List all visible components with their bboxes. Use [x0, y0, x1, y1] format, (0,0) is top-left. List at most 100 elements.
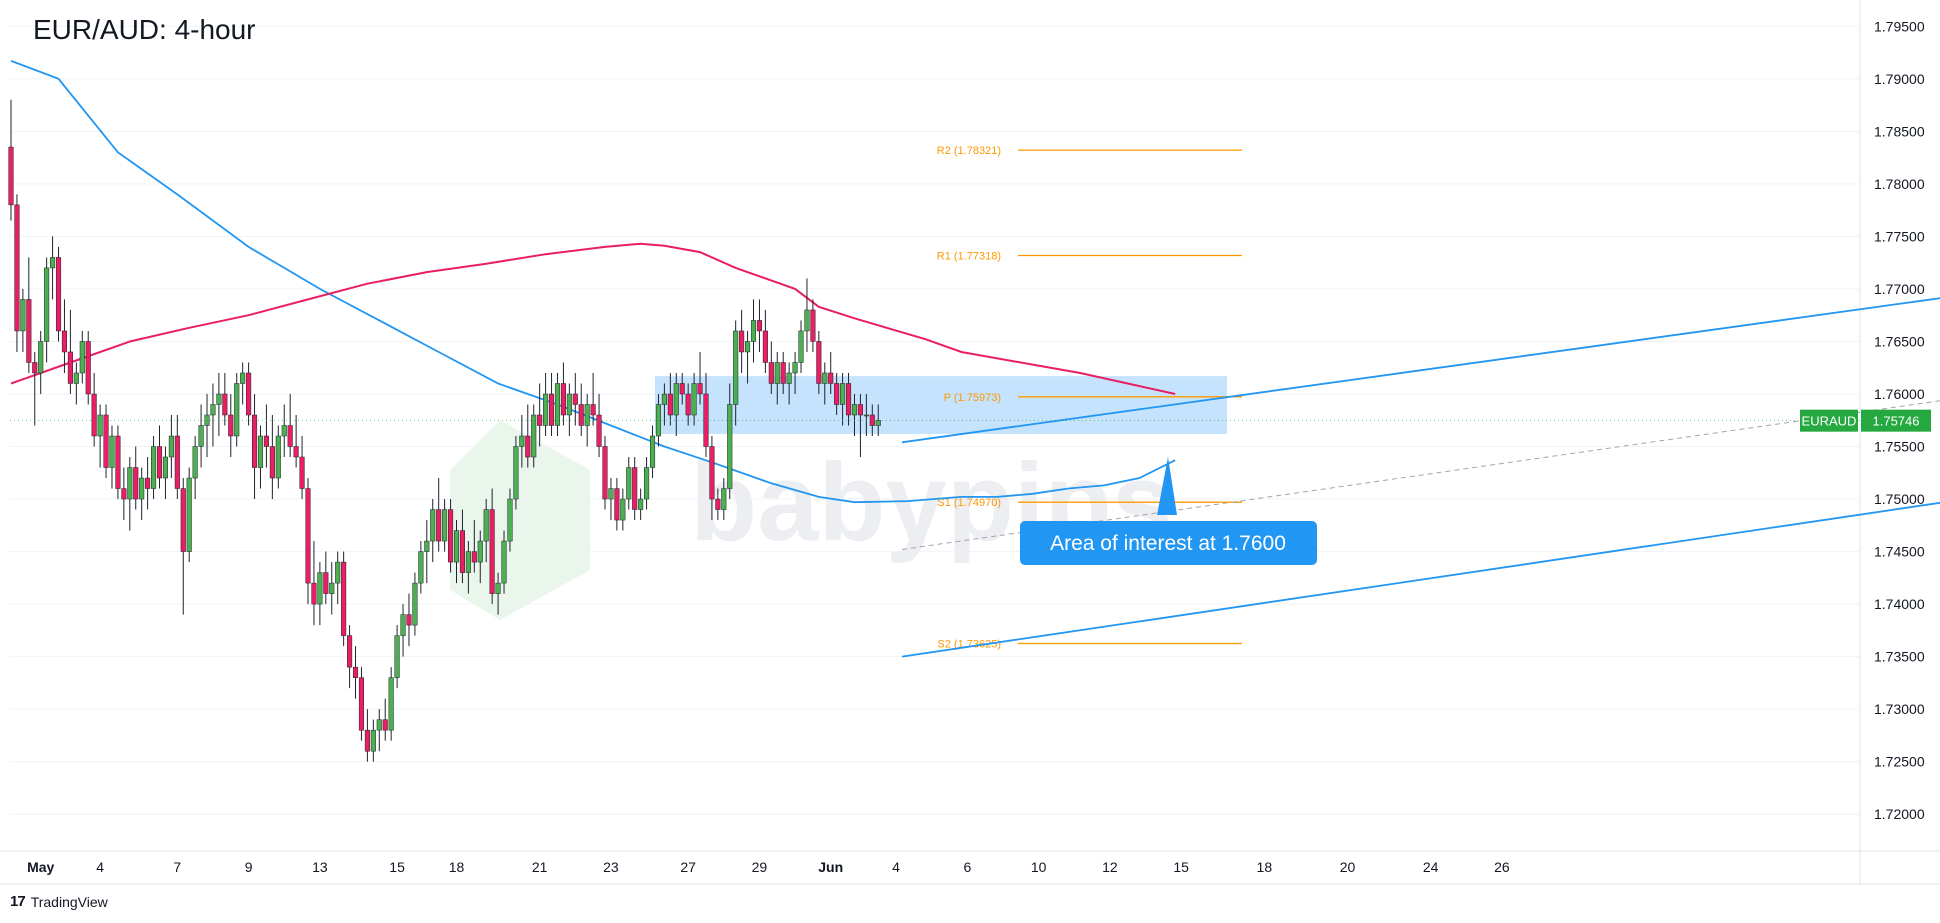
price-tick-label: 1.78500 [1874, 123, 1925, 139]
candle-bull [554, 383, 561, 426]
candle-bull [691, 383, 697, 416]
candle-bear [632, 467, 638, 510]
time-tick-label: 21 [532, 859, 548, 875]
candle-bull [370, 729, 376, 752]
candle-bull [465, 551, 471, 573]
candle-bull [786, 372, 792, 384]
candle-bear [222, 393, 228, 416]
tradingview-logo[interactable]: 17 TradingView [10, 893, 108, 910]
channel-lower-line [901, 501, 1940, 658]
candle-bull [507, 498, 513, 542]
candle-bull [400, 614, 406, 636]
sma-200-line [10, 242, 1176, 395]
price-tick-label: 1.79000 [1874, 71, 1925, 87]
candle-bear [602, 446, 608, 500]
candle-bear [347, 635, 353, 668]
candle-bear [709, 446, 715, 500]
candle-bear [406, 614, 412, 626]
candle-bull [394, 635, 400, 678]
candle-bull [275, 435, 281, 479]
candle-bear [26, 299, 32, 363]
candle-bull [139, 477, 145, 500]
price-tick-label: 1.77500 [1874, 228, 1925, 244]
candle-bear [55, 257, 62, 332]
candle-bear [560, 383, 566, 416]
symbol-badge-label: EURAUD [1802, 414, 1857, 429]
price-tick-label: 1.78000 [1874, 176, 1925, 192]
candle-bear [85, 341, 91, 395]
time-tick-label: 27 [680, 859, 696, 875]
time-tick-label: 6 [963, 859, 971, 875]
candle-bear [251, 414, 258, 468]
watermark-logo [450, 420, 590, 620]
candle-bear [525, 435, 531, 458]
callout-label: Area of interest at 1.7600 [1050, 532, 1286, 555]
candle-bull [875, 419, 881, 426]
candle-bear [448, 509, 454, 563]
time-tick-label: 4 [892, 859, 900, 875]
candle-bull [73, 372, 79, 384]
time-tick-label: 15 [389, 859, 405, 875]
candle-bull [151, 446, 157, 489]
candle-bear [293, 446, 299, 458]
candle-bull [501, 540, 507, 584]
candle-bull [257, 435, 264, 468]
candle-bear [358, 677, 365, 731]
candle-bull [804, 309, 810, 332]
candle-bull [335, 561, 341, 584]
candle-bull [240, 372, 246, 384]
price-tick-label: 1.72500 [1874, 754, 1925, 770]
time-tick-label: 13 [312, 859, 328, 875]
candle-bull [192, 446, 198, 479]
candle-bull [376, 719, 382, 731]
candle-bull [840, 383, 846, 405]
candle-bull [186, 477, 192, 552]
candle-bear [174, 435, 180, 489]
candle-bull [495, 582, 501, 594]
candle-bull [721, 488, 727, 510]
candle-bear [679, 383, 685, 395]
candle-bear [61, 330, 68, 353]
price-tick-label: 1.72000 [1874, 806, 1925, 822]
candle-bear [857, 404, 863, 416]
candle-bear [697, 383, 703, 395]
candle-bull [281, 425, 287, 437]
chart-title: EUR/AUD: 4-hour [33, 14, 256, 45]
candle-bear [305, 488, 311, 584]
candle-bull [329, 582, 335, 594]
candle-bull [608, 488, 614, 500]
candle-bear [352, 666, 359, 678]
candle-bull [234, 383, 240, 437]
time-tick-label: 15 [1173, 859, 1189, 875]
candle-bear [869, 414, 875, 426]
candle-bear [768, 362, 774, 384]
candle-bear [382, 719, 388, 731]
candle-bull [863, 414, 869, 417]
candle-bear [537, 414, 543, 426]
price-tick-label: 1.75000 [1874, 491, 1925, 507]
candle-bull [430, 509, 436, 542]
time-tick-label: 7 [173, 859, 181, 875]
price-tick-label: 1.74000 [1874, 596, 1925, 612]
candle-bull [822, 372, 828, 384]
candle-bear [91, 393, 97, 437]
candle-bear [269, 446, 275, 479]
candle-bull [774, 362, 780, 384]
time-tick-label: Jun [818, 859, 843, 875]
area-of-interest-zone [655, 376, 1227, 434]
time-tick-label: 18 [449, 859, 465, 875]
candle-bull [531, 414, 537, 458]
candle-bear [246, 372, 252, 416]
price-tick-label: 1.75500 [1874, 439, 1925, 455]
candle-bear [614, 488, 620, 521]
candle-bull [388, 677, 394, 731]
candle-bear [756, 320, 762, 332]
candle-bear [145, 477, 151, 489]
candle-bull [620, 498, 626, 521]
time-tick-label: 29 [752, 859, 768, 875]
candle-bull [79, 341, 85, 374]
candle-bull [851, 404, 858, 416]
candle-bear [263, 435, 269, 447]
price-tick-label: 1.73000 [1874, 701, 1925, 717]
